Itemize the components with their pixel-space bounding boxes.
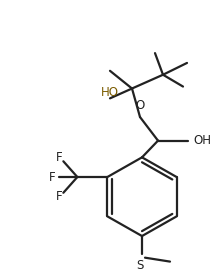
Text: F: F [56, 190, 63, 203]
Text: HO: HO [101, 86, 119, 99]
Text: F: F [49, 170, 55, 184]
Text: S: S [136, 259, 144, 272]
Text: F: F [56, 151, 63, 164]
Text: O: O [135, 99, 145, 112]
Text: OH: OH [193, 134, 211, 147]
